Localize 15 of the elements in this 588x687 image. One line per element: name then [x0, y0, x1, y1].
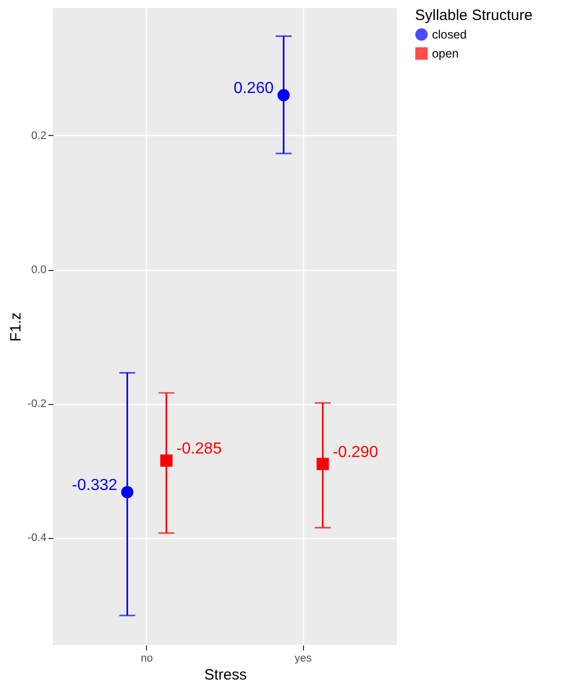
legend-title: Syllable Structure	[415, 7, 533, 24]
data-label: -0.332	[72, 477, 118, 494]
data-label: -0.285	[176, 440, 222, 458]
legend-label: open	[432, 46, 459, 60]
y-tick-label: -0.4	[28, 532, 46, 544]
x-tick-label: yes	[294, 652, 312, 664]
y-tick-label: -0.2	[28, 398, 46, 410]
x-tick-label: no	[140, 652, 153, 664]
data-label: -0.290	[332, 444, 378, 461]
legend-label: closed	[432, 28, 467, 42]
x-axis-title: Stress	[204, 666, 247, 684]
data-label: 0.260	[234, 80, 274, 98]
y-tick-label: 0.0	[31, 264, 46, 276]
y-axis-title: F1.z	[8, 312, 25, 342]
y-tick-label: 0.2	[31, 130, 46, 142]
